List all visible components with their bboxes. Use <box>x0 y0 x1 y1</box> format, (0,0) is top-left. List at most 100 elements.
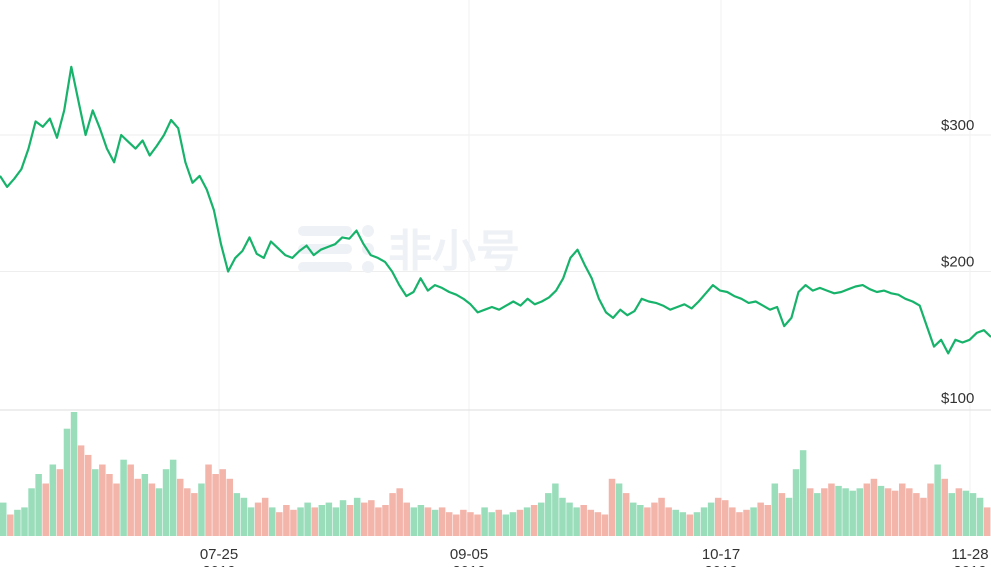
volume-bar <box>276 512 283 536</box>
time-axis-labels: 07-25201909-05201910-17201911-282019 <box>200 546 989 567</box>
volume-bar <box>884 488 892 536</box>
price-tick-label: $200 <box>941 254 974 271</box>
volume-bar <box>948 493 956 536</box>
volume-bar <box>226 478 234 536</box>
volume-bar <box>941 478 948 536</box>
price-line <box>0 65 991 355</box>
volume-bar <box>99 464 106 536</box>
grid-lines <box>0 0 991 536</box>
volume-bar <box>806 488 814 536</box>
watermark-logo: 非小号 <box>298 225 520 277</box>
price-tick-label: $100 <box>941 390 974 407</box>
volume-bar <box>191 493 198 536</box>
volume-bar <box>559 497 566 536</box>
volume-bar <box>198 483 205 536</box>
volume-bar <box>7 514 14 536</box>
volume-bar <box>332 507 340 536</box>
volume-bar <box>268 507 276 536</box>
volume-bar <box>56 469 64 536</box>
volume-bar <box>722 500 729 536</box>
volume-bar <box>516 509 524 536</box>
volume-bar <box>417 505 425 536</box>
volume-bar <box>679 512 687 536</box>
volume-bar <box>353 497 361 536</box>
volume-bar <box>141 474 149 536</box>
volume-bar <box>311 507 318 536</box>
volume-bar <box>84 454 92 536</box>
volume-bar <box>785 497 793 536</box>
volume-bar <box>339 500 347 536</box>
volume-bar <box>176 478 184 536</box>
volume-bar <box>743 509 750 536</box>
volume-bar <box>594 512 602 536</box>
volume-bar <box>410 507 418 536</box>
price-tick-label: $300 <box>941 117 974 134</box>
volume-bar <box>898 483 906 536</box>
date-tick-label: 11-28 <box>951 546 988 563</box>
volume-bar <box>283 505 290 536</box>
volume-bar <box>601 514 609 536</box>
volume-bar <box>658 497 665 536</box>
volume-bar <box>453 514 460 536</box>
volume-bar <box>382 505 389 536</box>
volume-bar <box>814 493 821 536</box>
volume-bar <box>863 483 871 536</box>
volume-bar <box>162 469 170 536</box>
volume-bar <box>877 485 885 536</box>
volume-bar <box>835 485 842 536</box>
volume-bar <box>523 507 531 536</box>
volume-bar <box>21 507 28 536</box>
volume-bar <box>608 478 616 536</box>
volume-bar <box>205 464 212 536</box>
volume-bar <box>474 514 481 536</box>
volume-bar <box>389 493 396 536</box>
volume-bar <box>906 488 913 536</box>
volume-bar <box>587 509 595 536</box>
volume-bar <box>545 493 552 536</box>
volume-bar <box>672 509 679 536</box>
price-axis-labels: $300 $200 $100 <box>941 117 974 407</box>
volume-bar <box>169 459 177 536</box>
volume-bar <box>70 412 78 536</box>
volume-bar <box>637 505 644 536</box>
volume-bar <box>396 488 403 536</box>
volume-bar <box>403 502 410 536</box>
volume-bar <box>113 483 120 536</box>
volume-bar <box>368 500 375 536</box>
volume-bar <box>736 512 743 536</box>
volume-bar <box>77 445 85 536</box>
volume-bar <box>665 507 672 536</box>
volume-bar <box>325 502 333 536</box>
volume-bar <box>28 488 35 536</box>
volume-bar <box>219 469 226 536</box>
volume-bar <box>792 469 800 536</box>
volume-bar <box>714 497 722 536</box>
volume-bar <box>976 497 984 536</box>
volume-bar <box>304 502 311 536</box>
volume-bar <box>127 464 134 536</box>
volume-bar <box>573 507 580 536</box>
volume-bar <box>764 505 771 536</box>
volume-bar <box>983 507 991 536</box>
volume-bar <box>120 459 127 536</box>
volume-bar <box>913 493 920 536</box>
volume-bar <box>651 502 658 536</box>
volume-bar <box>212 474 219 536</box>
volume-bar <box>247 507 255 536</box>
volume-bar <box>290 509 297 536</box>
volume-bar <box>233 493 241 536</box>
volume-bar <box>431 509 439 536</box>
volume-bar <box>438 507 446 536</box>
volume-bar <box>509 512 517 536</box>
date-tick-label: 10-17 <box>702 546 740 563</box>
volume-bar <box>488 512 495 536</box>
volume-bar <box>155 488 163 536</box>
volume-bar <box>707 502 715 536</box>
volume-bar <box>799 450 807 536</box>
volume-bar <box>920 497 927 536</box>
year-tick-label: 2019 <box>953 563 986 567</box>
volume-bar <box>63 428 71 536</box>
volume-bar <box>750 507 757 536</box>
volume-bar <box>0 502 7 536</box>
